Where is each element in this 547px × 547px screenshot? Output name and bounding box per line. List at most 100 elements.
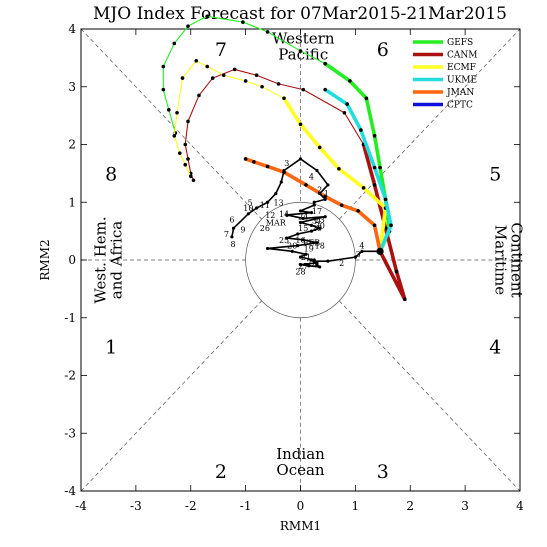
x-tick-label: -2	[185, 499, 197, 513]
series-point-ukme	[323, 87, 327, 92]
observed-day-label: 20	[287, 242, 297, 251]
y-tick-label: -4	[64, 484, 76, 498]
y-axis-label: RMM2	[38, 239, 52, 280]
observed-point	[318, 226, 322, 230]
x-tick-label: 0	[297, 499, 305, 513]
series-point-ecmf	[177, 151, 182, 155]
observed-day-label: 30	[315, 221, 325, 230]
observed-day-label: 12	[265, 211, 275, 220]
series-line-gefs	[323, 61, 392, 254]
series-point-ecmf	[180, 76, 185, 80]
legend-label: JMAN	[446, 88, 474, 98]
observed-day-label: 31	[312, 217, 322, 226]
y-tick-label: 3	[68, 80, 76, 94]
observed-point	[265, 200, 270, 204]
phase-label: 2	[215, 461, 227, 483]
series-point-gefs	[186, 24, 190, 28]
observed-day-label: 22	[306, 259, 316, 268]
series-point-canm	[254, 73, 259, 77]
observed-point	[323, 197, 327, 201]
diagonal-guide	[339, 300, 521, 492]
observed-day-label: 1	[324, 190, 329, 199]
observed-point	[255, 206, 259, 210]
diagonal-guide	[80, 300, 262, 492]
unit-circle	[245, 201, 356, 319]
legend-label: CANM	[447, 51, 477, 61]
observed-point	[315, 263, 319, 267]
series-point-jman	[356, 209, 360, 213]
series-point-gefs	[372, 134, 377, 138]
observed-day-label: 28	[295, 268, 305, 277]
forecast-series	[161, 14, 407, 302]
observed-day-label: 16	[295, 236, 305, 245]
observed-day-label: 24	[298, 213, 308, 222]
series-point-gefs	[298, 49, 303, 53]
x-tick-label: -4	[75, 499, 87, 513]
phase-label: 7	[215, 39, 227, 61]
series-line-jman	[243, 157, 382, 254]
series-point-gefs	[364, 96, 369, 101]
region-label-left: and Africa	[108, 221, 126, 299]
observed-point	[298, 255, 303, 259]
observed-end-marker	[376, 247, 384, 255]
series-point-ecmf	[221, 73, 226, 77]
observed-point	[298, 263, 303, 267]
observed-point	[312, 200, 316, 204]
series-point-canm	[232, 67, 237, 72]
observed-day-label: 14	[279, 210, 289, 219]
observed-point	[360, 249, 364, 253]
series-point-gefs	[205, 14, 210, 19]
observed-point	[298, 157, 303, 161]
plot-guides	[80, 28, 521, 492]
x-tick-label: -3	[130, 499, 142, 513]
observed-point	[265, 246, 270, 251]
observed-day-label: 2	[339, 259, 344, 268]
series-point-canm	[210, 76, 215, 80]
observed-point	[282, 168, 286, 173]
observed-point	[285, 236, 289, 240]
series-point-ecmf	[243, 79, 248, 83]
series-point-ecmf	[317, 145, 322, 150]
series-point-ecmf	[361, 186, 366, 190]
series-point-canm	[276, 82, 281, 86]
observed-day-label: 9	[240, 225, 245, 234]
observed-day-label: 2	[317, 186, 322, 195]
observed-day-label: 5	[247, 198, 252, 207]
series-point-ukme	[383, 197, 388, 202]
observed-point	[315, 168, 319, 173]
series-point-ecmf	[298, 122, 303, 127]
region-label-right: Maritime	[491, 225, 509, 295]
series-point-gefs	[265, 30, 270, 34]
legend-label: GEFS	[447, 38, 473, 48]
series-point-ecmf	[260, 84, 264, 89]
series-point-canm	[402, 297, 407, 302]
series-point-jman	[252, 160, 256, 164]
observed-day-label: MAR	[266, 218, 287, 227]
observed-point	[279, 180, 283, 184]
observed-point	[318, 265, 322, 269]
series-point-canm	[186, 119, 190, 124]
series-line-gefs	[162, 15, 390, 252]
observed-day-label: 27	[298, 262, 308, 271]
x-axis-label: RMM1	[280, 519, 321, 533]
observed-point	[307, 264, 311, 268]
series-point-ecmf	[175, 110, 179, 115]
y-tick-label: -3	[64, 426, 76, 440]
series-line-canm	[361, 142, 407, 302]
observed-point	[309, 223, 314, 227]
series-point-ecmf	[205, 64, 210, 69]
phase-label: 1	[105, 337, 117, 359]
series-point-jman	[304, 183, 308, 187]
series-point-canm	[186, 157, 190, 161]
series-point-gefs	[161, 87, 166, 92]
observed-day-label: 6	[229, 216, 234, 225]
y-tick-label: 1	[68, 195, 76, 209]
series-line-canm	[184, 68, 406, 300]
series-point-canm	[191, 178, 196, 183]
observed-point	[246, 212, 250, 216]
observed-point	[309, 229, 314, 233]
